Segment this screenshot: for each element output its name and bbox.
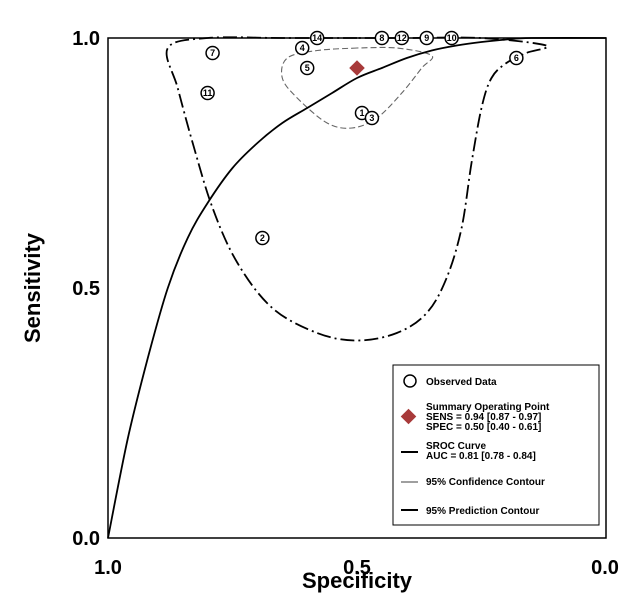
series-layer [107,36,607,539]
observed-point-label: 7 [210,48,215,58]
observed-point-label: 8 [379,33,384,43]
observed-point-label: 4 [300,43,305,53]
legend-sroc-title: SROC Curve [426,441,486,452]
observed-point: 5 [299,60,315,76]
observed-point: 10 [444,30,459,46]
observed-point: 2 [255,230,270,246]
legend-summary-title: Summary Operating Point [426,402,550,413]
observed-point-label: 9 [424,33,429,43]
legend-summary-sens: SENS = 0.94 [0.87 - 0.97] [426,412,541,423]
observed-point-label: 14 [312,33,322,43]
legend-summary-spec: SPEC = 0.50 [0.40 - 0.61] [426,422,541,433]
y-tick-label: 0.0 [72,528,100,550]
observed-point: 8 [374,30,390,46]
observed-point-label: 6 [514,53,519,63]
x-tick-label: 0.0 [591,557,619,579]
observed-point: 3 [364,110,380,126]
sroc-curve [107,37,607,539]
y-tick-label: 1.0 [72,28,100,50]
observed-point-label: 5 [305,63,310,73]
observed-point-label: 10 [447,33,457,43]
legend-box [392,364,600,526]
observed-point: 14 [309,30,325,46]
y-tick-label: 0.5 [72,278,100,300]
observed-point-label: 1 [359,108,364,118]
observed-point-label: 12 [397,33,407,43]
legend-sroc-auc: AUC = 0.81 [0.78 - 0.84] [426,451,536,462]
observed-point: 6 [509,50,524,66]
x-axis-label: Specificity [302,568,413,593]
observed-point-marker [364,110,380,126]
y-axis-label: Sensitivity [20,232,45,343]
observed-point-marker [294,40,310,56]
observed-point: 12 [394,30,410,46]
legend-observed-label: Observed Data [426,377,497,388]
observed-point-marker [255,230,270,246]
observed-point-marker [419,30,434,46]
prediction-contour [165,36,549,342]
observed-point-label: 2 [260,233,265,243]
x-tick-label: 0.5 [343,557,371,579]
confidence-contour [280,46,434,129]
legend-confidence-label: 95% Confidence Contour [426,477,545,488]
observed-point-label: 3 [369,113,374,123]
legend-observed-marker [403,374,417,388]
observed-point-marker [394,30,410,46]
observed-point: 11 [200,85,215,101]
observed-point-marker [200,85,215,101]
observed-point-marker [374,30,390,46]
observed-point-marker [299,60,315,76]
x-tick-label: 1.0 [94,557,122,579]
observed-point: 9 [419,30,434,46]
observed-point-label: 11 [203,88,213,98]
observed-point-marker [309,30,325,46]
observed-point-marker [205,45,220,61]
observed-point: 4 [294,40,310,56]
observed-point-marker [444,30,459,46]
observed-point-marker [509,50,524,66]
legend-prediction-label: 95% Prediction Contour [426,506,539,517]
observed-point: 7 [205,45,220,61]
legend: Observed Data Summary Operating Point SE… [392,364,600,526]
